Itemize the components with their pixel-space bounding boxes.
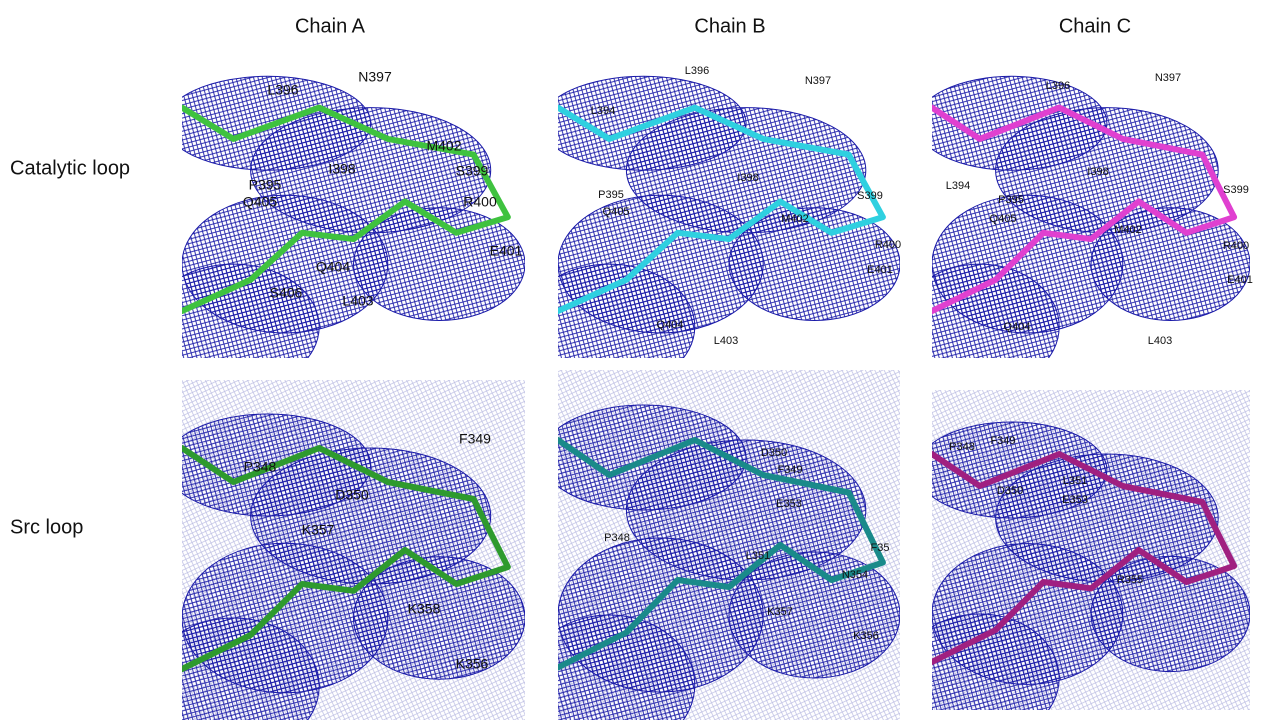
residue-label: K358 [408,601,441,617]
row-label: Catalytic loop [10,157,130,179]
density-panel: D350 F349 E353 P348 F35 L351 N354 K357 K356 [524,370,900,726]
residue-label: M402 [426,138,461,154]
residue-label: N397 [358,69,392,85]
density-mesh [900,264,1059,389]
density-mesh [148,264,320,389]
residue-label: F349 [777,464,802,476]
residue-label: N397 [1155,72,1181,84]
residue-label: M402 [781,213,809,225]
density-panel: P348 F349 L351 D350 E353 R355 [900,390,1250,726]
panel-content [524,76,900,389]
residue-label: L403 [1148,335,1172,347]
residue-label: E353 [1062,494,1088,506]
residue-label: R355 [1117,574,1143,586]
residue-label: Q404 [316,259,350,275]
density-panel: L396 N397 L394 I398 S399 P395 Q405 M402 R400 E401… [524,65,901,389]
column-header: Chain A [295,15,366,37]
residue-label: P348 [604,532,630,544]
residue-label: F35 [871,542,890,554]
residue-label: Q404 [1004,321,1031,333]
residue-label: I398 [737,172,758,184]
residue-label: K356 [456,656,489,672]
residue-label: P395 [598,189,624,201]
residue-label: L396 [1046,80,1070,92]
residue-label: P395 [249,177,282,193]
residue-label: R400 [875,239,901,251]
residue-label: D350 [997,485,1023,497]
residue-label: Q405 [243,194,277,210]
residue-label: P348 [949,441,975,453]
residue-label: L396 [685,65,709,77]
row-label: Src loop [10,516,83,538]
residue-label: L396 [267,82,298,98]
residue-label: F349 [990,435,1015,447]
residue-label: N354 [842,569,868,581]
panel-content [524,370,900,726]
panel-content [148,76,525,389]
residue-label: P395 [998,194,1024,206]
residue-label: D350 [761,447,787,459]
residue-label: I398 [1087,166,1108,178]
residue-label: E401 [490,243,523,259]
residue-label: E353 [776,498,802,510]
residue-label: D350 [335,487,369,503]
residue-label: F349 [459,431,491,447]
residue-label: L403 [714,335,738,347]
residue-label: L394 [591,105,615,117]
residue-label: I398 [328,161,355,177]
residue-label: K356 [853,630,879,642]
column-header: Chain C [1059,15,1131,37]
residue-label: S399 [857,190,883,202]
residue-label: E401 [867,264,893,276]
column-header: Chain B [694,15,765,37]
residue-label: L351 [746,550,770,562]
residue-label: N397 [805,75,831,87]
residue-label: S399 [1223,184,1249,196]
residue-label: S406 [270,285,303,301]
residue-label: L394 [946,180,970,192]
residue-label: R400 [463,194,497,210]
residue-label: Q405 [603,206,630,218]
residue-label: Q404 [657,319,684,331]
residue-label: E401 [1227,274,1253,286]
residue-label: K357 [767,606,793,618]
residue-label: P348 [244,459,277,475]
density-panel: F349 P348 D350 K357 K358 K356 [148,380,525,726]
residue-label: L351 [1063,475,1087,487]
residue-label: R400 [1223,240,1249,252]
panel-content [900,76,1250,389]
density-panel: L396 N397 L394 I398 S399 P395 Q405 M402 R400 E401… [900,72,1253,389]
figure: Chain A Chain B Chain C Catalytic loop S… [0,0,1281,726]
residue-label: Q405 [990,213,1017,225]
residue-label: S399 [456,163,489,179]
residue-label: M402 [1114,224,1142,236]
residue-label: K357 [302,522,335,538]
residue-label: L403 [342,293,373,309]
